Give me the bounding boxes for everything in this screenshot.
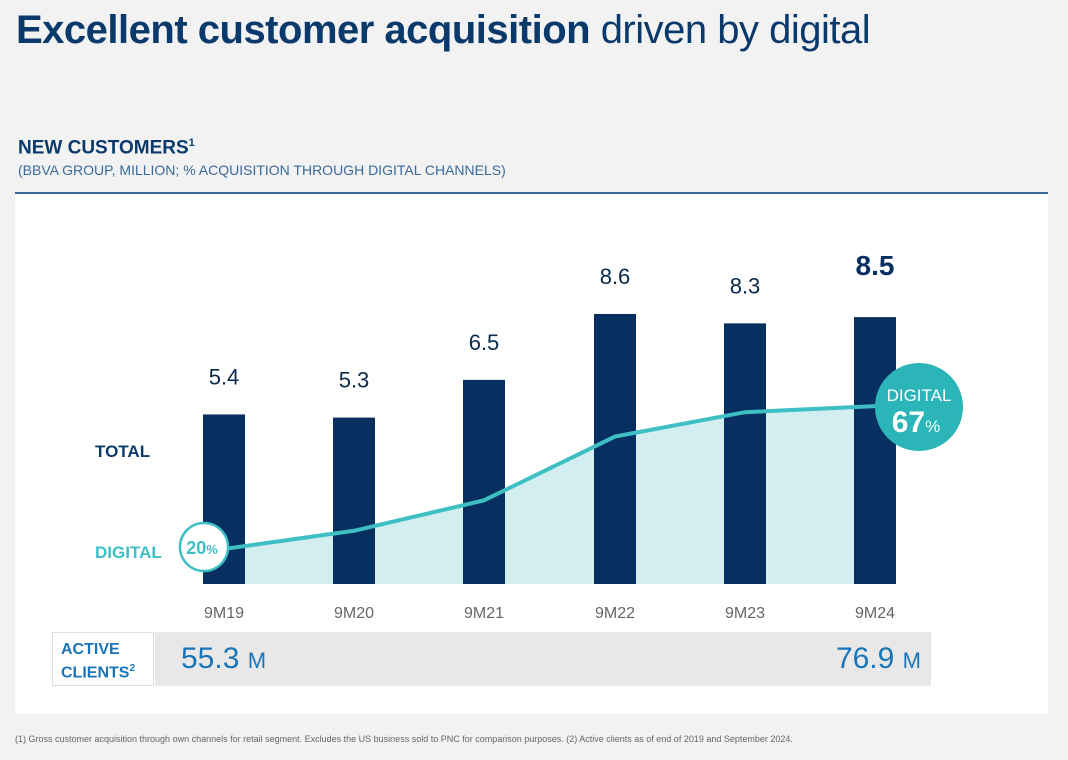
active-clients-start: 55.3 M: [181, 642, 266, 676]
end-value: 76.9: [835, 642, 895, 675]
x-tick-label: 9M23: [725, 605, 765, 622]
label-line1: ACTIVE: [61, 641, 120, 658]
page-title: Excellent customer acquisition driven by…: [16, 8, 871, 53]
section-title-text: NEW CUSTOMERS: [18, 137, 189, 159]
digital-area: [224, 406, 875, 584]
end-digital-label: DIGITAL: [887, 386, 952, 405]
bar-value-label: 5.4: [209, 364, 240, 389]
bar-9M24: [854, 317, 896, 584]
bar-value-label: 5.3: [339, 368, 370, 393]
active-clients-label-box: ACTIVE CLIENTS2: [52, 632, 154, 686]
digital-legend-label: DIGITAL: [95, 543, 162, 562]
x-tick-label: 9M24: [855, 605, 895, 622]
x-tick-label: 9M19: [204, 605, 244, 622]
unit: M: [247, 648, 267, 673]
start-value: 55.3: [181, 642, 240, 675]
footnote: (1) Gross customer acquisition through o…: [15, 734, 793, 744]
start-digital-value: 20%: [186, 538, 218, 558]
bar-9M20: [333, 417, 375, 584]
divider: [15, 192, 1048, 194]
bar-value-label: 8.6: [600, 264, 631, 289]
title-bold: Excellent customer acquisition: [16, 8, 591, 52]
x-tick-label: 9M20: [334, 605, 374, 622]
x-tick-label: 9M22: [595, 605, 635, 622]
footnote-ref: 2: [129, 663, 136, 674]
unit: M: [902, 648, 921, 673]
bar-9M23: [724, 323, 766, 584]
section-subtitle: (BBVA GROUP, MILLION; % ACQUISITION THRO…: [18, 162, 506, 178]
bar-value-label: 8.5: [856, 250, 895, 281]
footnote-ref: 1: [188, 137, 195, 149]
section-title: NEW CUSTOMERS1: [18, 137, 195, 159]
active-clients-label: ACTIVE CLIENTS2: [61, 640, 135, 682]
digital-line: [223, 404, 876, 551]
title-light: driven by digital: [600, 8, 871, 52]
total-legend-label: TOTAL: [95, 442, 150, 461]
active-clients-bar: 55.3 M 76.9 M: [155, 632, 931, 686]
bar-9M22: [594, 313, 636, 584]
bar-9M21: [463, 379, 505, 584]
end-digital-badge: [875, 363, 963, 451]
bar-value-label: 8.3: [730, 273, 761, 298]
bar-value-label: 6.5: [469, 330, 500, 355]
label-line2: CLIENTS: [61, 664, 130, 682]
x-tick-label: 9M21: [464, 605, 504, 622]
start-digital-badge: [178, 521, 230, 573]
active-clients-end: 76.9 M: [836, 642, 921, 676]
